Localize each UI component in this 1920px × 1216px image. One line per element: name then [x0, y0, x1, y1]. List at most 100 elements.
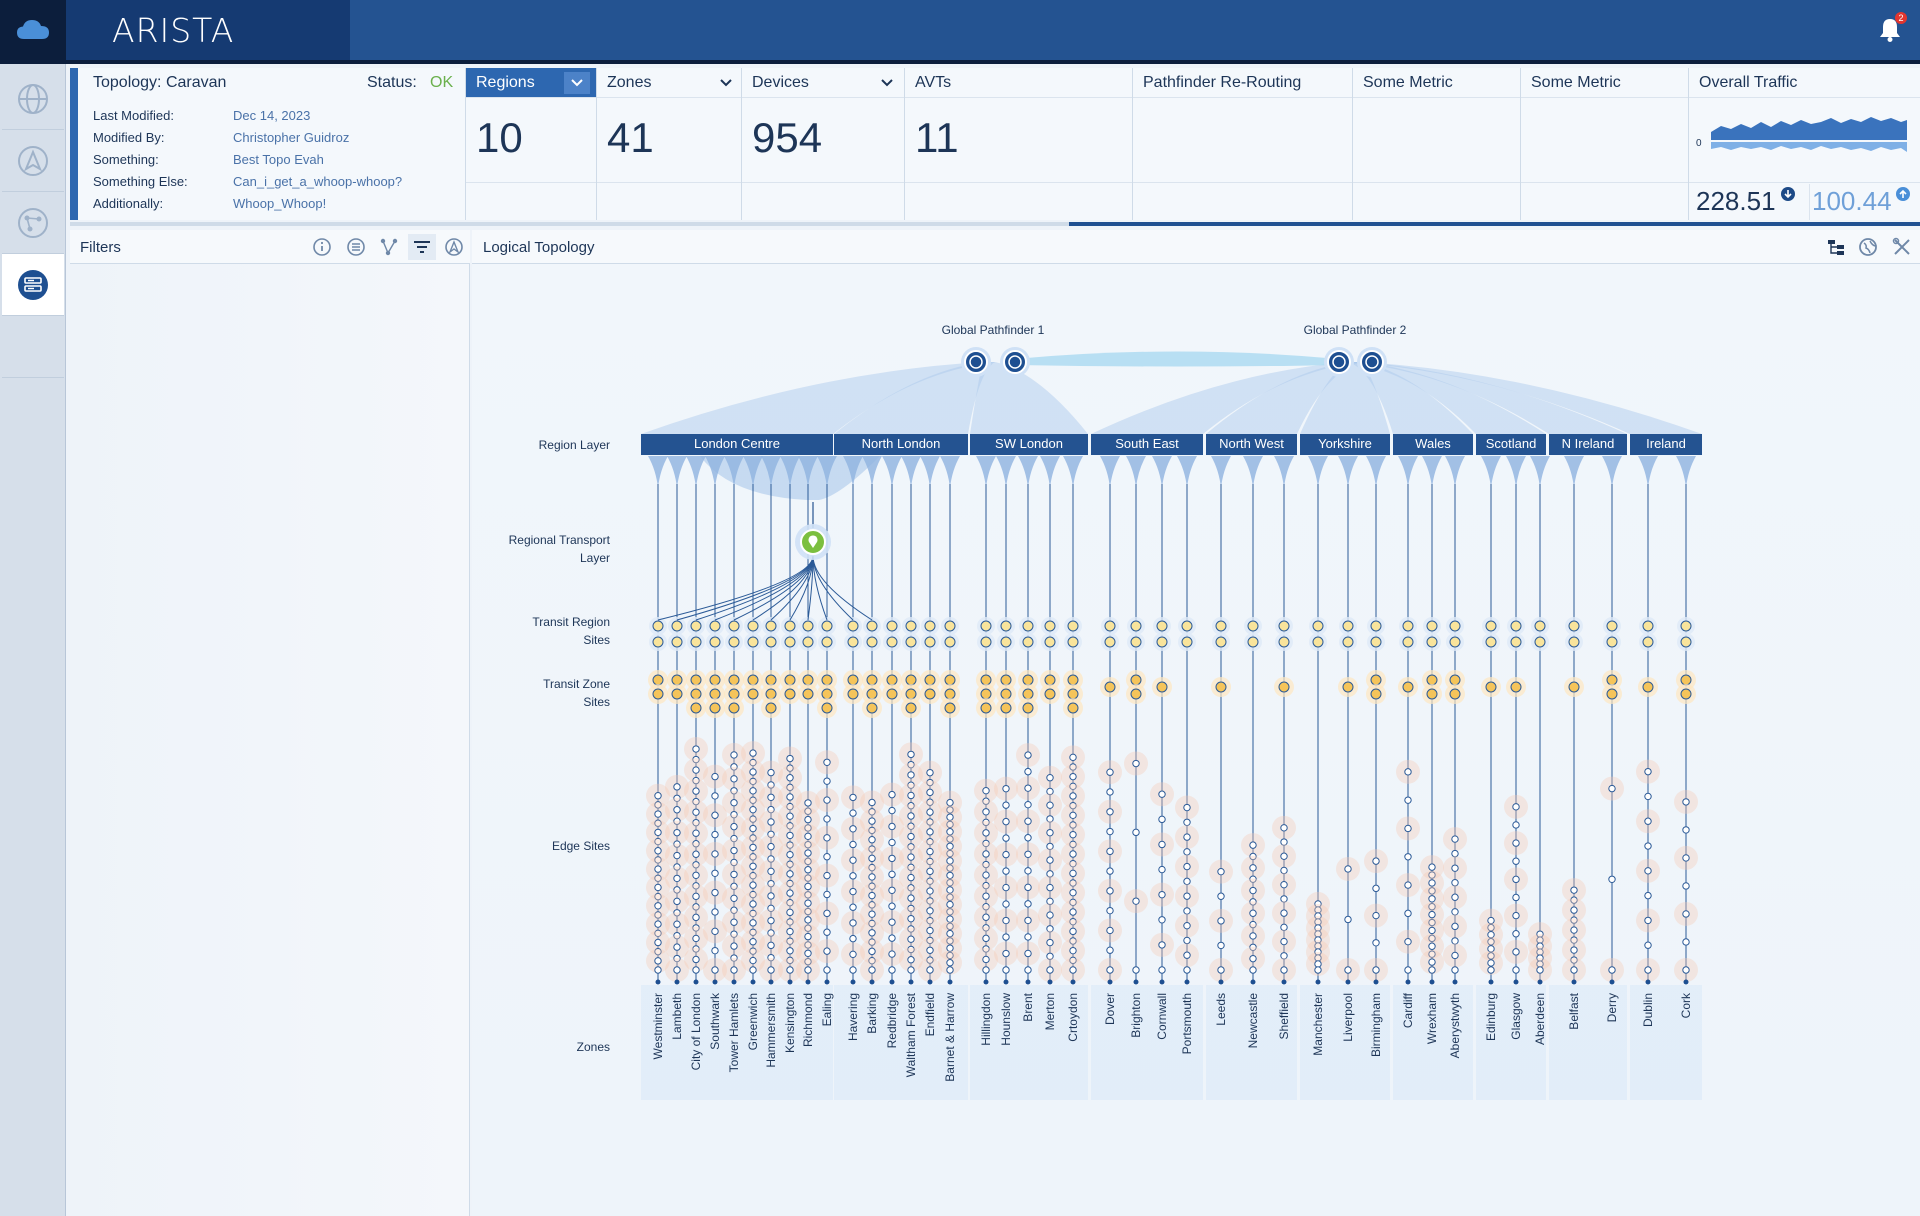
edge-site[interactable] [946, 849, 954, 858]
edge-site[interactable] [767, 916, 775, 925]
edge-site[interactable] [1512, 839, 1520, 847]
edge-site[interactable] [849, 966, 857, 974]
edge-site[interactable] [1217, 966, 1225, 974]
edge-site[interactable] [749, 787, 757, 795]
transit-zone-site[interactable] [728, 674, 740, 686]
edge-site[interactable] [1069, 763, 1077, 771]
transit-zone-site[interactable] [765, 674, 777, 686]
transit-region-site[interactable] [980, 620, 992, 632]
edge-site[interactable] [946, 951, 954, 960]
edge-site[interactable] [926, 768, 934, 777]
edge-site[interactable] [1487, 930, 1495, 939]
edge-site[interactable] [926, 936, 934, 945]
edge-site[interactable] [868, 929, 876, 937]
edge-site[interactable] [926, 828, 934, 836]
edge-site[interactable] [1046, 787, 1054, 796]
edge-site[interactable] [907, 802, 915, 810]
transit-region-site[interactable] [905, 620, 917, 632]
transit-region-site[interactable] [652, 620, 664, 632]
edge-site[interactable] [654, 847, 662, 855]
transit-region-site[interactable] [1642, 620, 1654, 632]
edge-site[interactable] [1069, 753, 1077, 762]
edge-site[interactable] [868, 919, 876, 928]
edge-site[interactable] [804, 916, 812, 924]
edge-site[interactable] [1024, 867, 1032, 875]
edge-site[interactable] [1644, 966, 1652, 974]
edge-site[interactable] [946, 806, 954, 814]
edge-site[interactable] [982, 829, 990, 837]
edge-site[interactable] [786, 899, 794, 907]
edge-site[interactable] [926, 887, 934, 895]
transit-region-site[interactable] [924, 620, 936, 632]
edge-site[interactable] [1644, 817, 1652, 825]
edge-site[interactable] [868, 901, 876, 909]
rail-globe-button[interactable] [2, 68, 64, 130]
edge-site[interactable] [1069, 879, 1077, 887]
transit-zone-site[interactable] [821, 674, 833, 686]
edge-site[interactable] [1106, 867, 1114, 875]
edge-site[interactable] [1132, 966, 1140, 974]
edge-site[interactable] [654, 920, 662, 928]
region-header[interactable] [970, 434, 1088, 455]
edge-site[interactable] [1512, 803, 1520, 811]
rail-pathfinder-button[interactable] [2, 130, 64, 192]
edge-site[interactable] [1106, 788, 1114, 796]
edge-site[interactable] [1314, 966, 1322, 974]
hierarchy-view-button[interactable] [1822, 234, 1850, 260]
edge-site[interactable] [673, 920, 681, 928]
transit-zone-site[interactable] [866, 702, 878, 714]
edge-site[interactable] [1404, 966, 1412, 974]
edge-site[interactable] [1024, 933, 1032, 941]
edge-site[interactable] [692, 808, 700, 816]
edge-site[interactable] [868, 947, 876, 956]
edge-site[interactable] [982, 860, 990, 869]
edge-site[interactable] [1217, 917, 1225, 925]
edge-site[interactable] [654, 902, 662, 910]
edge-site[interactable] [1487, 959, 1495, 967]
edge-site[interactable] [1536, 966, 1544, 974]
edge-site[interactable] [1608, 966, 1616, 974]
edge-site[interactable] [730, 775, 738, 783]
edge-site[interactable] [692, 871, 700, 879]
edge-site[interactable] [888, 950, 896, 958]
edge-site[interactable] [1682, 910, 1690, 918]
edge-site[interactable] [804, 957, 812, 966]
edge-site[interactable] [1570, 886, 1578, 894]
transit-zone-site[interactable] [728, 702, 740, 714]
graph-view-button[interactable] [375, 234, 403, 260]
edge-site[interactable] [804, 824, 812, 832]
transit-zone-site[interactable] [1606, 674, 1618, 686]
edge-site[interactable] [654, 819, 662, 827]
edge-site[interactable] [1046, 856, 1054, 864]
transit-region-site[interactable] [1680, 620, 1692, 632]
transit-region-site[interactable] [1426, 636, 1438, 648]
transit-zone-site[interactable] [1680, 688, 1692, 700]
edge-site[interactable] [749, 900, 757, 908]
edge-site[interactable] [767, 929, 775, 937]
edge-site[interactable] [1069, 801, 1077, 810]
edge-site[interactable] [868, 882, 876, 890]
edge-site[interactable] [673, 817, 681, 825]
transit-region-site[interactable] [1680, 636, 1692, 648]
edge-site[interactable] [1069, 917, 1077, 926]
edge-site[interactable] [1451, 951, 1459, 960]
edge-site[interactable] [1451, 879, 1459, 887]
edge-site[interactable] [1451, 864, 1459, 872]
region-header[interactable] [834, 434, 968, 455]
edge-site[interactable] [946, 878, 954, 887]
transit-region-site[interactable] [1130, 636, 1142, 648]
transit-zone-site[interactable] [652, 688, 664, 700]
transit-zone-site[interactable] [847, 688, 859, 700]
transit-region-site[interactable] [690, 620, 702, 632]
transit-zone-site[interactable] [1067, 688, 1079, 700]
edge-site[interactable] [1158, 790, 1166, 798]
edge-site[interactable] [654, 856, 662, 864]
pathfinder-node[interactable] [1327, 350, 1351, 374]
regions-dropdown-button[interactable] [564, 72, 590, 94]
edge-site[interactable] [1608, 784, 1616, 793]
edge-site[interactable] [1644, 941, 1652, 949]
metric-some-1[interactable]: Some Metric [1352, 68, 1520, 220]
edge-site[interactable] [888, 822, 896, 831]
transit-region-site[interactable] [802, 636, 814, 648]
edge-site[interactable] [1002, 801, 1010, 809]
